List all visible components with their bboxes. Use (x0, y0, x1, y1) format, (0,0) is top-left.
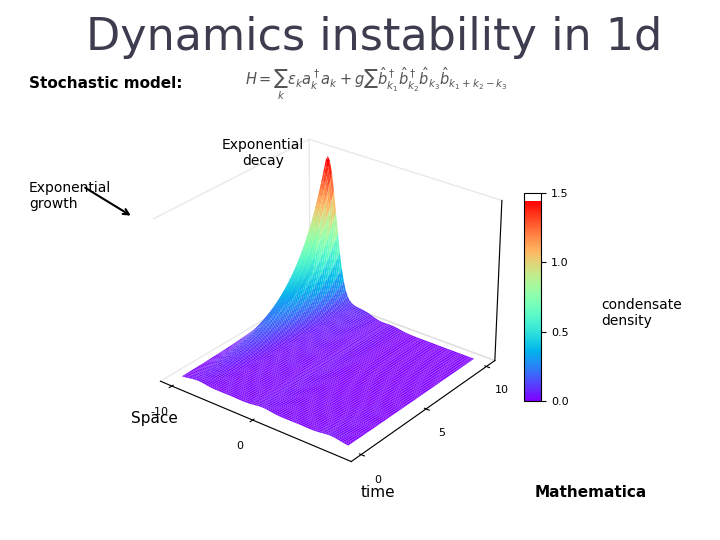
Text: Exponential
decay: Exponential decay (222, 138, 304, 168)
Text: condensate
density: condensate density (601, 298, 682, 328)
Text: Mathematica: Mathematica (534, 485, 647, 500)
Text: $H = \sum_k \varepsilon_k a_k^\dagger a_k + g\sum \hat{b}_{k_1}^\dagger \hat{b}_: $H = \sum_k \varepsilon_k a_k^\dagger a_… (245, 65, 508, 102)
Text: Stochastic model:: Stochastic model: (29, 76, 182, 91)
Text: Space: Space (131, 411, 179, 426)
Text: time: time (361, 485, 395, 500)
Text: Exponential
growth: Exponential growth (29, 181, 111, 211)
Text: Dynamics instability in 1d: Dynamics instability in 1d (86, 16, 662, 59)
